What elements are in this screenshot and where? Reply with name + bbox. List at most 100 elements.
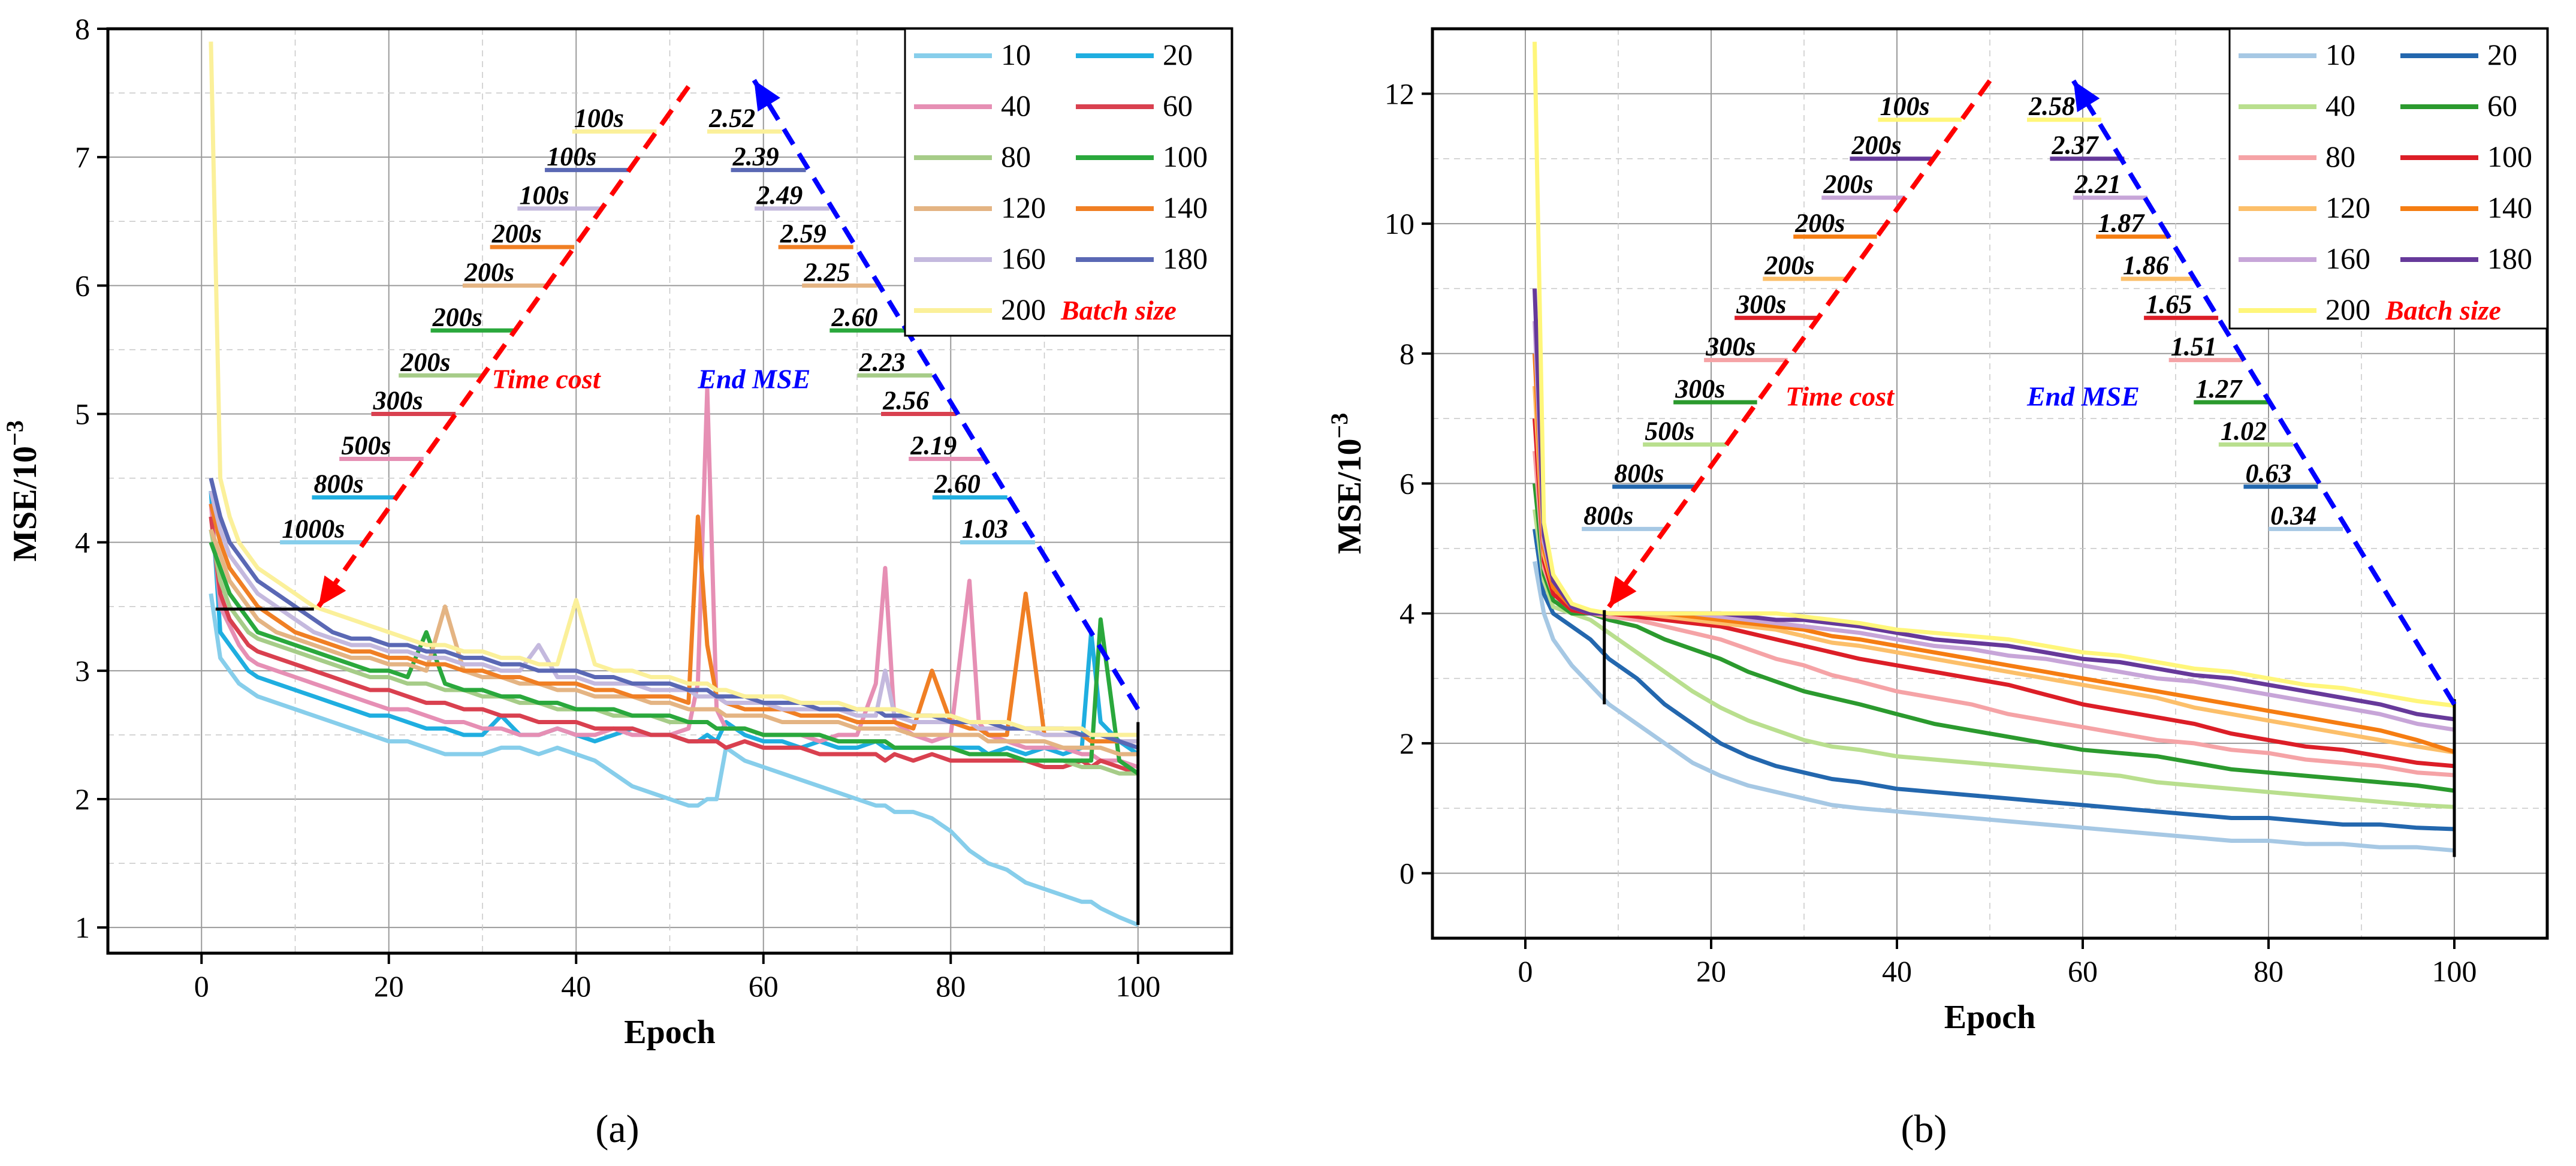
- legend-box: [904, 28, 1233, 337]
- y-axis-label: MSE/10−3: [1326, 413, 1368, 555]
- legend-title: Batch size: [1060, 295, 1177, 326]
- time-cost-label-10: 800s: [1583, 501, 1633, 530]
- legend-entry-10: 10: [2325, 38, 2355, 71]
- legend-entry-20: 20: [2487, 38, 2517, 71]
- end-mse-label-100: 1.65: [2146, 290, 2192, 319]
- legend-entry-160: 160: [2325, 242, 2370, 275]
- time-cost-label-180: 100s: [547, 142, 596, 171]
- series-group: [209, 41, 1139, 927]
- end-mse-label-80: 2.23: [859, 347, 906, 376]
- y-tick-label: 8: [75, 12, 90, 46]
- end-mse-label-10: 0.34: [2270, 501, 2316, 530]
- y-axis-label-main: MSE/10: [1331, 438, 1368, 554]
- time-cost-label-200: 100s: [574, 103, 624, 132]
- annotations: 1000s 800s 500s 300s 200s 200s 200s 200s 100s 100…: [280, 103, 1035, 545]
- time-cost-label-160: 100s: [519, 180, 569, 210]
- end-mse-label-20: 0.63: [2246, 459, 2292, 488]
- x-tick-label: 100: [1115, 969, 1160, 1003]
- series-line-60: [1533, 483, 2455, 793]
- time-cost-label-120: 200s: [464, 257, 514, 287]
- end-mse-label-100: 2.60: [831, 302, 877, 332]
- time-cost-label-20: 800s: [314, 469, 364, 499]
- time-cost-label-40: 500s: [341, 430, 391, 460]
- end-mse-label-200: 2.52: [708, 103, 755, 132]
- time-cost-label-140: 200s: [491, 219, 542, 248]
- time-cost-arrowhead: [318, 575, 346, 607]
- chart-panel-a: 1000s800s500s300s200s200s200s200s100s100…: [1, 12, 1233, 1151]
- y-tick-label: 10: [1384, 207, 1414, 240]
- end-mse-tag: End MSE: [2026, 381, 2140, 411]
- end-mse-label-120: 1.86: [2123, 251, 2169, 280]
- plot-frame: [106, 27, 1233, 955]
- x-axis-label: Epoch: [624, 1014, 716, 1051]
- y-tick-label: 7: [75, 140, 90, 174]
- y-tick-label: 2: [1399, 727, 1414, 760]
- legend-entry-180: 180: [1163, 242, 1208, 275]
- x-tick-label: 0: [1518, 954, 1533, 988]
- panel-label: (a): [595, 1107, 639, 1151]
- y-tick-label: 5: [75, 397, 90, 431]
- series-line-40: [1533, 509, 2455, 809]
- x-tick-label: 0: [194, 969, 209, 1003]
- series-line-160: [209, 490, 1138, 744]
- time-cost-arrow: [1607, 79, 1992, 608]
- legend-entry-80: 80: [1001, 140, 1031, 173]
- x-tick-label: 40: [1882, 954, 1912, 988]
- time-cost-label-60: 300s: [1675, 374, 1725, 403]
- legend-entry-80: 80: [2325, 140, 2355, 173]
- end-mse-label-20: 2.60: [934, 469, 981, 499]
- y-tick-label: 3: [75, 654, 90, 688]
- time-cost-label-20: 800s: [1614, 459, 1664, 488]
- x-tick-label: 40: [561, 969, 591, 1003]
- legend-entry-200: 200: [2325, 293, 2370, 326]
- time-cost-arrowhead: [1609, 576, 1637, 607]
- end-mse-label-10: 1.03: [962, 514, 1008, 544]
- end-mse-label-40: 1.02: [2221, 416, 2267, 445]
- legend-entry-40: 40: [2325, 89, 2355, 122]
- legend-box: [2228, 28, 2548, 330]
- end-mse-label-160: 2.49: [756, 180, 803, 210]
- x-tick-label: 80: [936, 969, 966, 1003]
- series-line-200: [209, 41, 1138, 737]
- end-mse-arrowhead: [754, 80, 780, 112]
- series-group: [1533, 41, 2456, 853]
- annotations: 800s 800s 500s 300s 300s 300s 200s 200s 200s 200s…: [1582, 92, 2343, 531]
- time-cost-label-180: 200s: [1851, 131, 1901, 160]
- time-cost-label-120: 200s: [1764, 251, 1814, 280]
- legend-entry-200: 200: [1001, 293, 1046, 326]
- series-line-100: [1533, 418, 2455, 769]
- y-axis-label-exponent: −3: [1326, 413, 1353, 439]
- legend-entry-20: 20: [1163, 38, 1193, 71]
- legend-entry-120: 120: [2325, 191, 2370, 224]
- end-mse-label-120: 2.25: [803, 257, 850, 287]
- series-line-100: [209, 541, 1139, 776]
- series-line-60: [209, 516, 1139, 776]
- time-cost-label-40: 500s: [1645, 416, 1694, 445]
- panel-label: (b): [1901, 1107, 1947, 1151]
- legend-entry-10: 10: [1001, 38, 1031, 71]
- end-mse-label-140: 1.87: [2098, 209, 2145, 238]
- time-cost-label-80: 200s: [400, 347, 450, 376]
- x-tick-label: 20: [374, 969, 404, 1003]
- x-tick-label: 60: [2068, 954, 2098, 988]
- end-mse-label-180: 2.39: [732, 142, 779, 171]
- series-line-140: [209, 503, 1138, 744]
- legend-title: Batch size: [2385, 295, 2501, 326]
- x-tick-label: 20: [1696, 954, 1726, 988]
- time-cost-label-140: 200s: [1794, 209, 1845, 238]
- y-axis-label-exponent: −3: [1, 420, 28, 446]
- legend: 10 20 40 60 80 100 120 140 160 180 200 Batch size: [904, 28, 1233, 337]
- legend-entry-160: 160: [1001, 242, 1046, 275]
- series-line-10: [209, 593, 1139, 927]
- chart-panel-b: 800s 800s 500s 300s 300s 300s 200s 200s 200s 200s…: [1326, 27, 2549, 1151]
- legend-entry-40: 40: [1001, 89, 1031, 122]
- series-line-200: [1533, 41, 2455, 708]
- y-axis-label-main: MSE/10: [7, 446, 44, 562]
- time-cost-arrow: [316, 85, 691, 608]
- y-tick-label: 4: [1399, 596, 1414, 630]
- y-tick-label: 4: [75, 526, 90, 559]
- time-cost-tag: Time cost: [492, 364, 601, 394]
- x-tick-label: 80: [2254, 954, 2284, 988]
- end-mse-label-140: 2.59: [780, 219, 827, 248]
